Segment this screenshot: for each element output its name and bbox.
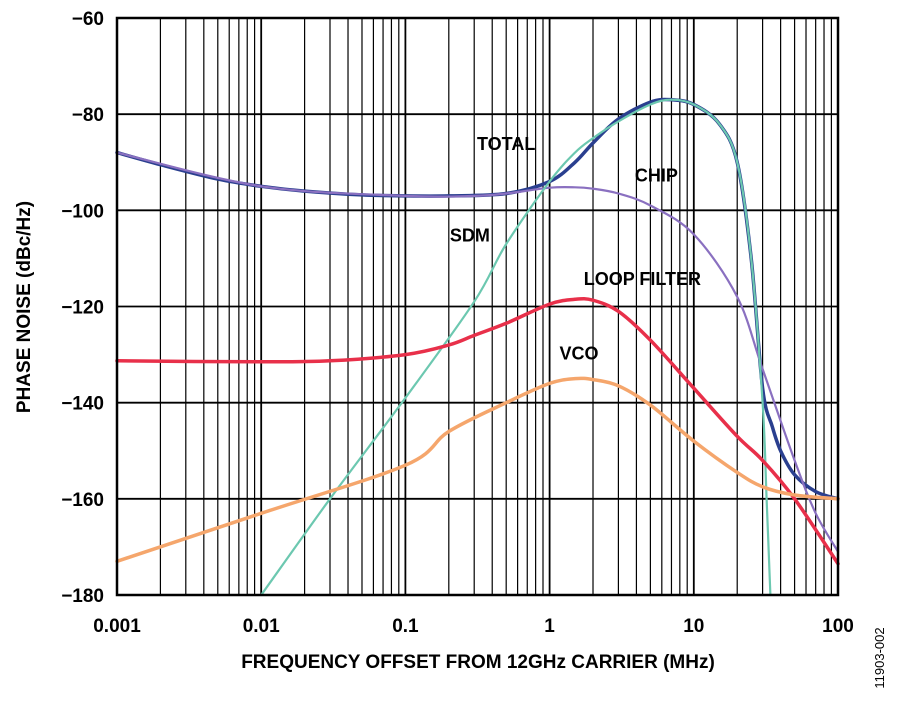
x-tick-label: 10 xyxy=(683,616,704,637)
series-label-sdm: SDM xyxy=(450,226,490,246)
x-axis-title: FREQUENCY OFFSET FROM 12GHz CARRIER (MHz… xyxy=(241,652,715,673)
x-tick-label: 0.001 xyxy=(93,616,141,637)
y-tick-label: −60 xyxy=(72,9,104,30)
y-tick-label: −140 xyxy=(61,394,104,415)
series-label-vco: VCO xyxy=(560,343,599,363)
plot-frame xyxy=(115,16,840,597)
x-tick-labels: 0.001 0.01 0.1 1 10 100 xyxy=(93,616,854,637)
series-line-loop-filter xyxy=(115,296,840,566)
series-label-loop-filter: LOOP FILTER xyxy=(584,269,701,289)
series-line-chip xyxy=(115,151,840,553)
series-line-sdm xyxy=(260,98,772,597)
series-line-total xyxy=(115,97,840,501)
y-tick-label: −180 xyxy=(61,586,104,607)
grid xyxy=(116,17,838,596)
series-label-chip: CHIP xyxy=(635,165,678,185)
x-tick-label: 1 xyxy=(544,616,555,637)
series-label-total: TOTAL xyxy=(477,134,535,154)
y-tick-label: −100 xyxy=(61,201,104,222)
y-tick-label: −120 xyxy=(61,298,104,319)
series-line-vco xyxy=(115,376,840,564)
y-tick-label: −160 xyxy=(61,490,104,511)
series-labels: TOTAL CHIP SDM LOOP FILTER VCO xyxy=(450,134,701,363)
x-tick-label: 0.01 xyxy=(243,616,280,637)
y-tick-labels: −60 −80 −100 −120 −140 −160 −180 xyxy=(61,9,104,607)
y-tick-label: −80 xyxy=(72,105,104,126)
y-axis-title: PHASE NOISE (dBc/Hz) xyxy=(14,201,35,413)
x-tick-label: 100 xyxy=(822,616,854,637)
x-tick-label: 0.1 xyxy=(392,616,419,637)
figure-id: 11903-002 xyxy=(872,627,887,688)
series-layer xyxy=(115,97,840,597)
